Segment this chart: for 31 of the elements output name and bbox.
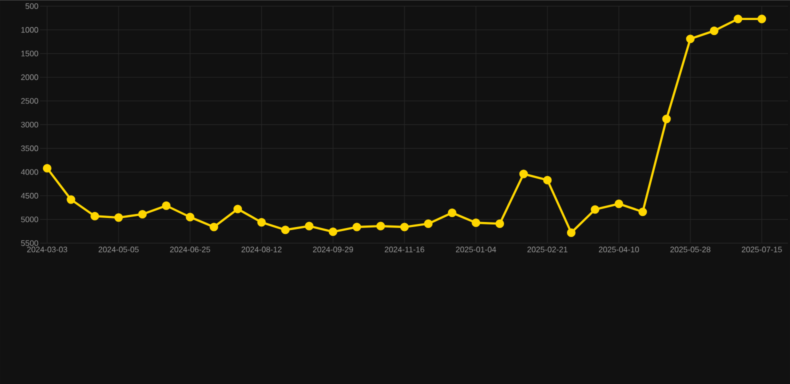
point: [686, 34, 695, 44]
point: [566, 228, 576, 237]
point: [638, 208, 647, 216]
point: [662, 114, 671, 124]
point: [734, 14, 742, 24]
point: [304, 222, 314, 230]
point: [400, 222, 409, 232]
point: [710, 26, 718, 36]
point: [614, 199, 624, 208]
point: [519, 170, 528, 178]
point: [448, 208, 456, 218]
point: [281, 226, 290, 234]
point: [424, 219, 433, 228]
point: [376, 222, 385, 230]
point: [66, 195, 76, 204]
point: [90, 212, 100, 220]
point: [328, 227, 338, 236]
point: [472, 218, 480, 227]
point: [352, 222, 362, 232]
point: [138, 210, 147, 218]
point: [257, 218, 266, 227]
point: [590, 205, 600, 214]
point: [42, 164, 52, 172]
point: [186, 212, 194, 222]
point: [114, 213, 123, 222]
point: [233, 204, 242, 214]
point: [758, 14, 766, 24]
point: [210, 222, 218, 232]
point: [495, 219, 504, 228]
point: [543, 176, 552, 184]
point: [162, 201, 171, 210]
